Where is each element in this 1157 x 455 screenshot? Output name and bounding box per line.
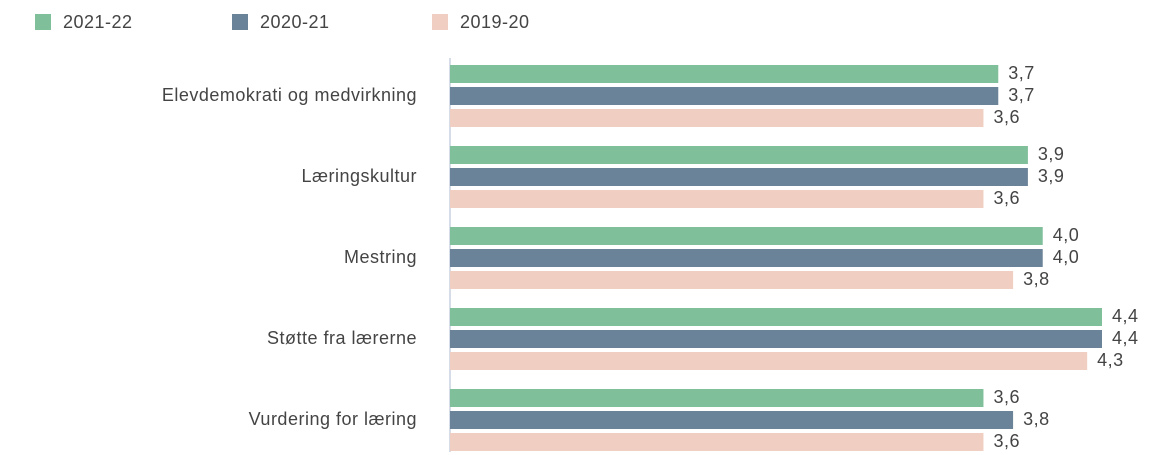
legend-label: 2019-20 [460, 12, 530, 32]
value-label: 4,4 [1112, 306, 1139, 326]
value-label: 3,7 [1008, 85, 1035, 105]
bar [450, 249, 1043, 267]
value-label: 3,6 [993, 431, 1020, 451]
bar [450, 227, 1043, 245]
value-label: 3,8 [1023, 409, 1050, 429]
bar [450, 87, 999, 105]
category-label: Støtte fra lærerne [267, 328, 417, 348]
value-label: 3,6 [993, 188, 1020, 208]
legend-swatch [432, 14, 448, 30]
value-label: 4,4 [1112, 328, 1139, 348]
legend-swatch [35, 14, 51, 30]
bar [450, 389, 984, 407]
bar [450, 433, 984, 451]
bar [450, 65, 999, 83]
bar [450, 146, 1028, 164]
bar [450, 411, 1014, 429]
value-label: 4,0 [1053, 225, 1080, 245]
legend-label: 2021-22 [63, 12, 133, 32]
category-label: Læringskultur [301, 166, 417, 186]
bar [450, 308, 1102, 326]
legend-swatch [232, 14, 248, 30]
value-label: 4,3 [1097, 350, 1124, 370]
category-label: Vurdering for læring [249, 409, 417, 429]
bar [450, 352, 1088, 370]
value-label: 3,9 [1038, 166, 1065, 186]
value-label: 4,0 [1053, 247, 1080, 267]
category-label: Elevdemokrati og medvirkning [162, 85, 417, 105]
bar [450, 190, 984, 208]
value-label: 3,9 [1038, 144, 1065, 164]
bar [450, 168, 1028, 186]
value-label: 3,8 [1023, 269, 1050, 289]
bar [450, 271, 1014, 289]
bar [450, 109, 984, 127]
category-label: Mestring [344, 247, 417, 267]
legend-label: 2020-21 [260, 12, 330, 32]
value-label: 3,6 [993, 107, 1020, 127]
value-label: 3,6 [993, 387, 1020, 407]
value-label: 3,7 [1008, 63, 1035, 83]
bar [450, 330, 1102, 348]
